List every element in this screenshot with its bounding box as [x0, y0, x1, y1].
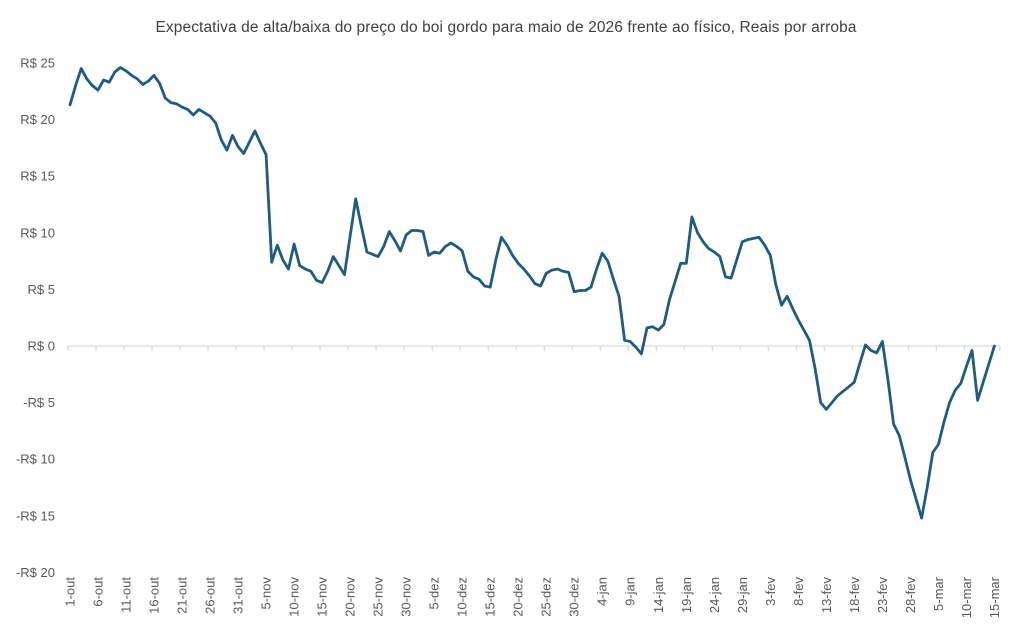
x-axis-label: 3-fev	[763, 577, 778, 606]
x-axis-label: 10-dez	[455, 577, 470, 617]
y-axis-label: -R$ 5	[23, 395, 55, 410]
x-axis-label: 30-nov	[399, 577, 414, 617]
x-axis-label: 10-nov	[287, 577, 302, 617]
price-expectation-line	[68, 66, 996, 520]
y-axis-label: R$ 5	[28, 282, 55, 297]
x-axis-label: 31-out	[231, 577, 246, 614]
x-axis-label: 23-fev	[875, 577, 890, 614]
x-axis-label: 30-dez	[567, 577, 582, 617]
x-axis-label: 16-out	[147, 577, 162, 614]
x-axis-label: 11-out	[119, 577, 134, 613]
x-axis-label: 25-dez	[539, 577, 554, 617]
x-axis-label: 15-mar	[987, 576, 1002, 618]
x-axis-label: 14-jan	[651, 577, 666, 613]
x-axis-label: 8-fev	[791, 577, 806, 606]
x-axis-label: 26-out	[203, 577, 218, 614]
x-axis-label: 5-mar	[931, 576, 946, 611]
y-axis-label: R$ 10	[20, 225, 55, 240]
x-axis-label: 25-nov	[371, 577, 386, 617]
x-axis-label: 6-out	[91, 577, 106, 607]
x-axis-label: 9-jan	[623, 577, 638, 606]
x-axis-label: 5-nov	[259, 577, 274, 610]
y-axis-label: R$ 25	[20, 55, 55, 70]
x-axis-label: 29-jan	[735, 577, 750, 613]
chart-title: Expectativa de alta/baixa do preço do bo…	[155, 19, 857, 36]
y-axis-label: -R$ 10	[16, 452, 55, 467]
x-axis-label: 15-nov	[315, 577, 330, 617]
y-axis-label: -R$ 20	[16, 565, 55, 580]
x-axis-label: 20-dez	[511, 577, 526, 617]
x-axis-label: 20-nov	[343, 577, 358, 617]
y-axis-label: R$ 0	[28, 339, 55, 354]
x-axis-label: 15-dez	[483, 577, 498, 617]
x-axis-label: 21-out	[175, 577, 190, 614]
x-axis-label: 28-fev	[903, 577, 918, 614]
x-axis-label: 10-mar	[959, 576, 974, 618]
x-axis-label: 4-jan	[595, 577, 610, 606]
x-axis-label: 13-fev	[819, 577, 834, 614]
x-axis-label: 19-jan	[679, 577, 694, 613]
y-axis-label: R$ 20	[20, 112, 55, 127]
y-axis-label: -R$ 15	[16, 508, 55, 523]
x-axis-label: 24-jan	[707, 577, 722, 613]
y-axis-label: R$ 15	[20, 169, 55, 184]
x-axis-label: 5-dez	[427, 577, 442, 610]
x-axis-label: 1-out	[63, 577, 78, 607]
x-axis-label: 18-fev	[847, 577, 862, 614]
